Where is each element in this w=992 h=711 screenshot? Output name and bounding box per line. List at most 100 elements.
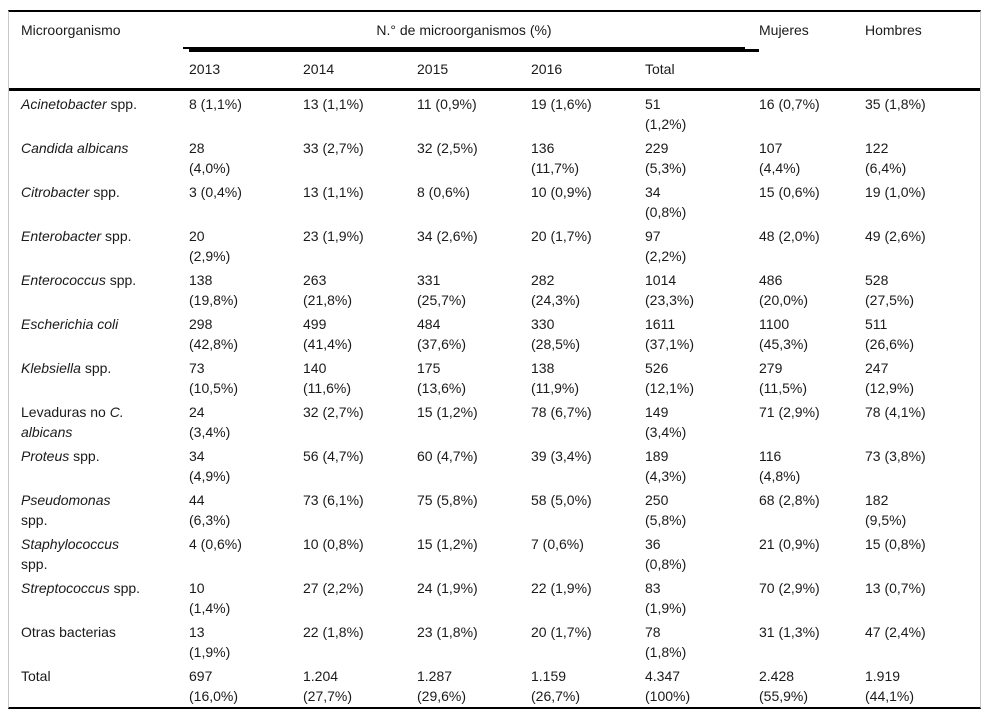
row-label-segment: Staphylococcus <box>21 536 120 552</box>
cell-2015: 23 (1,8%) <box>417 624 478 640</box>
cell-mujeres: 68 (2,8%) <box>759 492 820 508</box>
header-row-years: 2013 2014 2015 2016 Total <box>9 50 980 91</box>
table-row: Acinetobacter spp. 8 (1,1%) 13 (1,1%) 11 (0… <box>9 90 980 136</box>
cell-2013: 697 (16,0%) <box>189 668 239 704</box>
cell-2016: 22 (1,9%) <box>531 580 592 596</box>
table-header: Microorganismo N.° de microorganismos (%… <box>9 12 980 91</box>
row-label-segment: C. <box>109 404 124 420</box>
cell-2013: 24 (3,4%) <box>189 404 231 440</box>
row-label-segment: Acinetobacter <box>21 96 107 112</box>
cell-2016: 39 (3,4%) <box>531 448 592 464</box>
cell-mujeres: 16 (0,7%) <box>759 96 820 112</box>
microorganisms-table: Microorganismo N.° de microorganismos (%… <box>9 12 980 707</box>
row-label: Enterococcus spp. <box>9 267 189 311</box>
row-label-segment: Klebsiella <box>21 360 81 376</box>
cell-2015: 175 (13,6%) <box>417 360 467 396</box>
cell-mujeres: 116 (4,8%) <box>759 448 801 484</box>
table-body: Acinetobacter spp. 8 (1,1%) 13 (1,1%) 11 (0… <box>9 90 980 708</box>
row-label-segment: Candida albicans <box>21 140 129 156</box>
header-hombres: Hombres <box>865 12 980 91</box>
cell-hombres: 49 (2,6%) <box>865 228 926 244</box>
cell-2016: 78 (6,7%) <box>531 404 592 420</box>
cell-total: 4.347 (100%) <box>645 668 691 704</box>
table-row: Pseudomonas spp. 44 (6,3%) 73 (6,1%) 75 (5,8… <box>9 487 980 531</box>
table-row: Proteus spp. 34 (4,9%) 56 (4,7%) 60 (4,7%) 3… <box>9 443 980 487</box>
cell-2016: 136 (11,7%) <box>531 140 579 176</box>
cell-2016: 20 (1,7%) <box>531 228 592 244</box>
cell-mujeres: 31 (1,3%) <box>759 624 820 640</box>
cell-total: 229 (5,3%) <box>645 140 687 176</box>
cell-hombres: 15 (0,8%) <box>865 536 926 552</box>
cell-2013: 34 (4,9%) <box>189 448 231 484</box>
cell-2013: 44 (6,3%) <box>189 492 231 528</box>
cell-mujeres: 2.428 (55,9%) <box>759 668 809 704</box>
header-year-2016: 2016 <box>531 50 645 91</box>
cell-2013: 13 (1,9%) <box>189 624 231 660</box>
row-label-segment: Enterococcus <box>21 272 106 288</box>
row-label: Candida albicans <box>9 135 189 179</box>
cell-2016: 7 (0,6%) <box>531 536 584 552</box>
cell-2014: 73 (6,1%) <box>303 492 364 508</box>
cell-total: 97 (2,2%) <box>645 228 687 264</box>
header-year-2015: 2015 <box>417 50 531 91</box>
cell-2016: 19 (1,6%) <box>531 96 592 112</box>
cell-hombres: 1.919 (44,1%) <box>865 668 915 704</box>
cell-2013: 3 (0,4%) <box>189 184 242 200</box>
row-label: Proteus spp. <box>9 443 189 487</box>
cell-2015: 15 (1,2%) <box>417 536 478 552</box>
cell-2015: 484 (37,6%) <box>417 316 467 352</box>
row-label: Klebsiella spp. <box>9 355 189 399</box>
row-label-segment: Enterobacter <box>21 228 102 244</box>
cell-2015: 34 (2,6%) <box>417 228 478 244</box>
row-label: Acinetobacter spp. <box>9 90 189 136</box>
row-label-segment: spp. <box>106 96 137 112</box>
cell-hombres: 528 (27,5%) <box>865 272 915 308</box>
row-label-segment: albicans <box>21 424 73 440</box>
cell-2016: 58 (5,0%) <box>531 492 592 508</box>
row-label-segment: Proteus <box>21 448 70 464</box>
cell-2014: 140 (11,6%) <box>303 360 351 396</box>
cell-2014: 13 (1,1%) <box>303 184 364 200</box>
cell-hombres: 13 (0,7%) <box>865 580 926 596</box>
row-label: Otras bacterias <box>9 619 189 663</box>
cell-2014: 1.204 (27,7%) <box>303 668 353 704</box>
cell-2014: 27 (2,2%) <box>303 580 364 596</box>
cell-2014: 10 (0,8%) <box>303 536 364 552</box>
row-label: Citrobacter spp. <box>9 179 189 223</box>
cell-2014: 32 (2,7%) <box>303 404 364 420</box>
cell-total: 189 (4,3%) <box>645 448 687 484</box>
cell-mujeres: 1100 (45,3%) <box>759 316 809 352</box>
cell-mujeres: 21 (0,9%) <box>759 536 820 552</box>
cell-2013: 8 (1,1%) <box>189 96 242 112</box>
row-label-segment: spp. <box>80 360 112 376</box>
cell-total: 149 (3,4%) <box>645 404 687 440</box>
cell-2013: 10 (1,4%) <box>189 580 231 616</box>
cell-2014: 499 (41,4%) <box>303 316 353 352</box>
table-frame: Microorganismo N.° de microorganismos (%… <box>8 10 981 709</box>
cell-2014: 263 (21,8%) <box>303 272 353 308</box>
row-label-segment: spp. <box>89 184 120 200</box>
header-year-2014: 2014 <box>303 50 417 91</box>
table-row: Citrobacter spp. 3 (0,4%) 13 (1,1%) 8 (0,6%… <box>9 179 980 223</box>
cell-hombres: 19 (1,0%) <box>865 184 926 200</box>
cell-2016: 330 (28,5%) <box>531 316 581 352</box>
header-spanner-cell: N.° de microorganismos (%) <box>183 12 759 52</box>
cell-2014: 33 (2,7%) <box>303 140 364 156</box>
cell-hombres: 78 (4,1%) <box>865 404 926 420</box>
cell-mujeres: 70 (2,9%) <box>759 580 820 596</box>
cell-total: 36 (0,8%) <box>645 536 687 572</box>
cell-2015: 24 (1,9%) <box>417 580 478 596</box>
cell-total: 51 (1,2%) <box>645 96 687 132</box>
table-row: Otras bacterias 13 (1,9%) 22 (1,8%) 23 (1,8… <box>9 619 980 663</box>
row-label-segment: Citrobacter <box>21 184 90 200</box>
cell-2016: 138 (11,9%) <box>531 360 579 396</box>
cell-mujeres: 486 (20,0%) <box>759 272 809 308</box>
cell-hombres: 73 (3,8%) <box>865 448 926 464</box>
row-label: Escherichia coli <box>9 311 189 355</box>
table-row: Streptococcus spp. 10 (1,4%) 27 (2,2%) 24 (… <box>9 575 980 619</box>
cell-2013: 28 (4,0%) <box>189 140 231 176</box>
cell-mujeres: 107 (4,4%) <box>759 140 801 176</box>
cell-2014: 23 (1,9%) <box>303 228 364 244</box>
cell-hombres: 182 (9,5%) <box>865 492 907 528</box>
cell-mujeres: 15 (0,6%) <box>759 184 820 200</box>
